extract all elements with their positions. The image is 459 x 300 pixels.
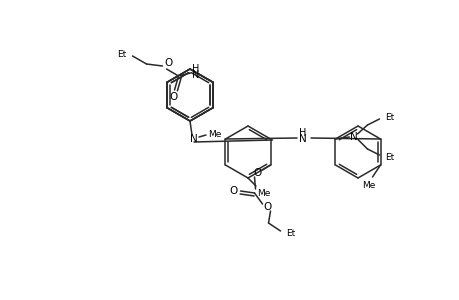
Text: Et: Et (286, 230, 295, 238)
Text: O: O (229, 186, 237, 196)
Text: N: N (298, 134, 306, 144)
Text: H: H (299, 128, 306, 138)
Text: Et: Et (385, 152, 394, 161)
Text: O: O (169, 92, 177, 102)
Text: N: N (191, 70, 199, 80)
Text: O: O (164, 58, 172, 68)
Text: O: O (263, 202, 271, 212)
Text: Me: Me (207, 130, 221, 139)
Text: N: N (349, 132, 357, 142)
Text: O: O (253, 168, 261, 178)
Text: H: H (191, 64, 199, 74)
Text: Me: Me (257, 190, 270, 199)
Text: Me: Me (361, 182, 375, 190)
Text: Et: Et (385, 112, 394, 122)
Text: N: N (190, 134, 197, 144)
Text: Et: Et (117, 50, 126, 58)
